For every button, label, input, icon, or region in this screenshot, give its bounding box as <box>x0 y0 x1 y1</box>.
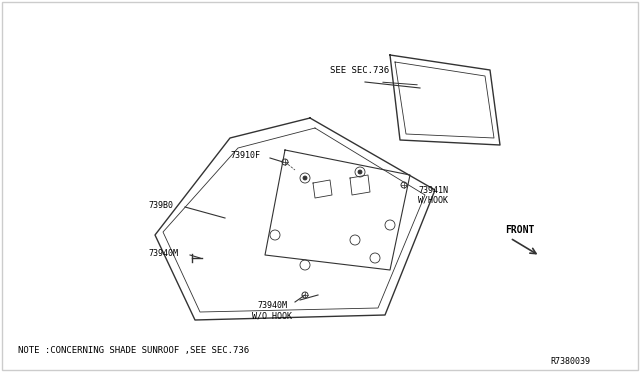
Text: 73941N: 73941N <box>418 186 448 195</box>
Text: W/HOOK: W/HOOK <box>418 196 448 205</box>
Text: W/O HOOK: W/O HOOK <box>252 311 292 321</box>
Text: 73910F: 73910F <box>230 151 260 160</box>
Text: 73940M: 73940M <box>148 248 178 257</box>
Circle shape <box>358 170 362 174</box>
Text: SEE SEC.736: SEE SEC.736 <box>330 65 389 74</box>
Text: NOTE :CONCERNING SHADE SUNROOF ,SEE SEC.736: NOTE :CONCERNING SHADE SUNROOF ,SEE SEC.… <box>18 346 249 355</box>
Circle shape <box>303 176 307 180</box>
Text: FRONT: FRONT <box>505 225 534 235</box>
Text: 73940M: 73940M <box>257 301 287 310</box>
Text: R7380039: R7380039 <box>550 357 590 366</box>
Text: 739B0: 739B0 <box>148 201 173 209</box>
